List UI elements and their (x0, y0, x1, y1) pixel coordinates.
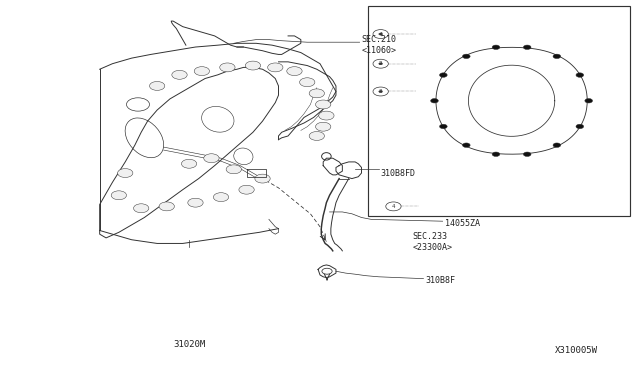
Circle shape (111, 191, 127, 200)
Circle shape (134, 204, 149, 213)
Bar (368, 6, 630, 216)
Circle shape (213, 193, 228, 202)
Circle shape (585, 99, 593, 103)
Circle shape (220, 63, 235, 72)
Circle shape (300, 78, 315, 87)
Circle shape (319, 111, 334, 120)
Circle shape (245, 61, 260, 70)
Circle shape (576, 124, 584, 129)
Circle shape (194, 67, 209, 76)
Circle shape (316, 100, 331, 109)
Circle shape (379, 33, 383, 35)
Circle shape (159, 202, 174, 211)
Circle shape (524, 45, 531, 49)
Text: 2: 2 (379, 61, 383, 66)
Circle shape (440, 73, 447, 77)
Circle shape (379, 62, 383, 65)
Circle shape (268, 63, 283, 72)
Circle shape (181, 159, 196, 168)
Circle shape (440, 124, 447, 129)
Circle shape (226, 165, 241, 174)
Text: 310B8F: 310B8F (426, 276, 456, 285)
Circle shape (463, 54, 470, 58)
Circle shape (255, 174, 270, 183)
Text: 310B8FD: 310B8FD (381, 169, 415, 177)
Text: 1: 1 (379, 32, 383, 36)
Circle shape (172, 70, 187, 79)
Circle shape (188, 198, 203, 207)
Circle shape (576, 73, 584, 77)
Circle shape (118, 169, 133, 177)
Text: 31020M: 31020M (173, 340, 205, 349)
Text: <11060>: <11060> (362, 46, 397, 55)
Circle shape (239, 185, 254, 194)
Text: 3: 3 (379, 89, 383, 94)
Text: 14055ZA: 14055ZA (445, 219, 479, 228)
Circle shape (463, 143, 470, 147)
Circle shape (553, 54, 561, 58)
Circle shape (204, 154, 219, 163)
Circle shape (309, 132, 324, 140)
Text: <23300A>: <23300A> (413, 243, 452, 251)
Circle shape (322, 268, 332, 274)
Circle shape (287, 67, 302, 76)
Circle shape (492, 152, 500, 157)
Circle shape (431, 99, 438, 103)
Circle shape (316, 122, 331, 131)
Circle shape (379, 90, 383, 93)
Circle shape (492, 45, 500, 49)
Circle shape (150, 81, 165, 90)
Text: SEC.210: SEC.210 (362, 35, 397, 44)
Text: X310005W: X310005W (555, 346, 598, 355)
Text: SEC.233: SEC.233 (413, 231, 447, 241)
Circle shape (553, 143, 561, 147)
Circle shape (309, 89, 324, 98)
Text: 4: 4 (392, 204, 395, 209)
Circle shape (524, 152, 531, 157)
